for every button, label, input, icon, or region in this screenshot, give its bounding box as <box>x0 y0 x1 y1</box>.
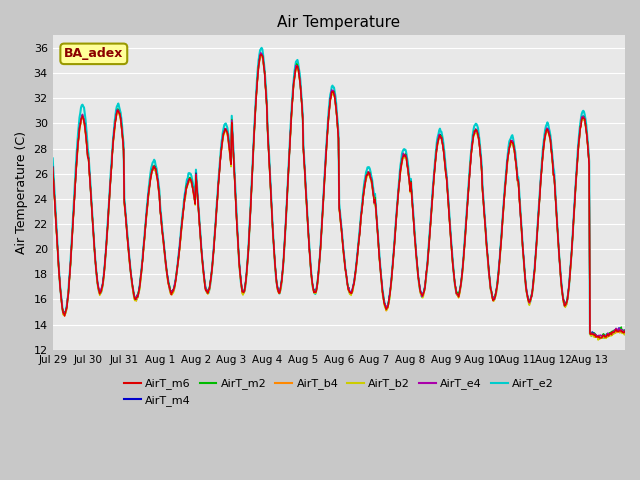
Text: BA_adex: BA_adex <box>64 48 124 60</box>
Legend: AirT_m6, AirT_m4, AirT_m2, AirT_b4, AirT_b2, AirT_e4, AirT_e2: AirT_m6, AirT_m4, AirT_m2, AirT_b4, AirT… <box>120 374 558 410</box>
Y-axis label: Air Temperature (C): Air Temperature (C) <box>15 131 28 254</box>
Title: Air Temperature: Air Temperature <box>277 15 401 30</box>
